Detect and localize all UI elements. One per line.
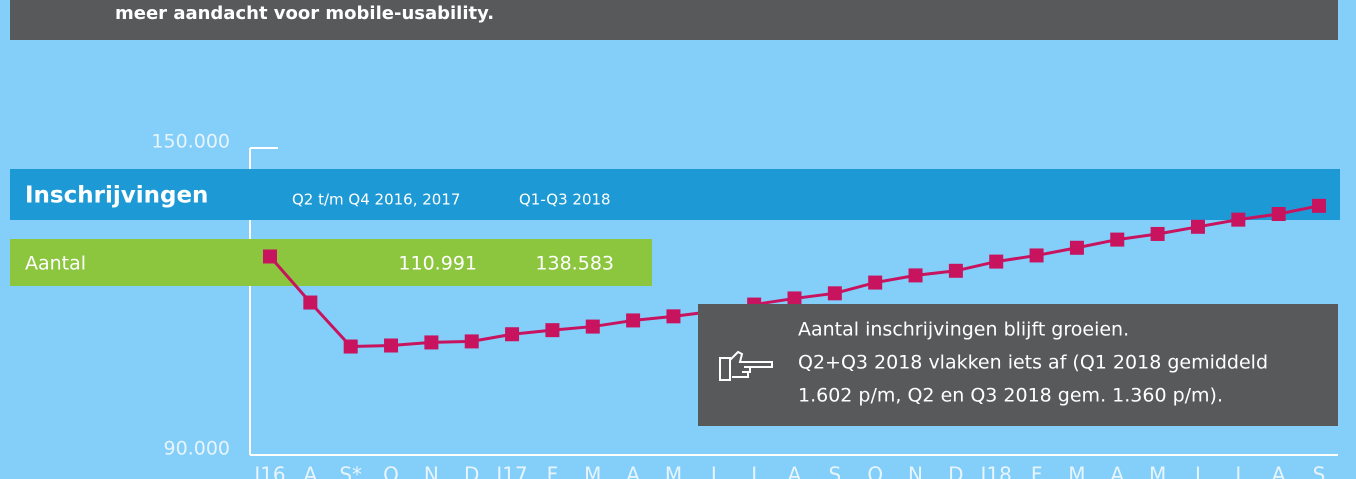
- marker: [787, 291, 802, 306]
- callout-line: Aantal inschrijvingen blijft groeien.: [798, 319, 1129, 341]
- summary-title: Inschrijvingen: [25, 183, 208, 209]
- banner: [10, 0, 1338, 40]
- x-tick-label: A: [304, 463, 318, 479]
- callout-line: Q2+Q3 2018 vlakken iets af (Q1 2018 gemi…: [798, 352, 1268, 374]
- marker: [464, 334, 479, 349]
- marker: [1069, 240, 1084, 255]
- marker: [989, 254, 1004, 269]
- marker: [626, 313, 641, 328]
- x-tick-label: M: [584, 463, 601, 479]
- summary-column: Q1-Q3 2018: [519, 191, 611, 209]
- x-tick-label: M: [665, 463, 682, 479]
- x-tick-label: O: [867, 463, 883, 479]
- marker: [505, 327, 520, 342]
- x-tick-label: J18: [979, 463, 1012, 479]
- x-tick-label: M: [1149, 463, 1166, 479]
- marker: [666, 309, 681, 324]
- marker: [384, 338, 399, 353]
- marker: [827, 286, 842, 301]
- x-tick-label: M: [1068, 463, 1085, 479]
- callout-line: 1.602 p/m, Q2 en Q3 2018 gem. 1.360 p/m)…: [798, 385, 1223, 407]
- x-tick-label: J: [749, 463, 757, 479]
- summary-row: [10, 239, 652, 286]
- marker: [1312, 198, 1326, 213]
- marker: [343, 339, 358, 354]
- marker: [908, 268, 923, 283]
- x-tick-label: S: [828, 463, 841, 479]
- row-value: 138.583: [535, 253, 614, 275]
- marker: [424, 335, 439, 350]
- x-tick-label: D: [948, 463, 963, 479]
- y-tick-label: 150.000: [151, 131, 230, 153]
- x-tick-label: J17: [494, 463, 527, 479]
- marker: [1029, 248, 1044, 263]
- x-tick-label: J: [709, 463, 717, 479]
- y-tick-label: 90.000: [164, 438, 230, 460]
- marker: [1231, 212, 1246, 227]
- marker: [1110, 232, 1125, 247]
- x-tick-label: A: [626, 463, 640, 479]
- x-tick-label: J: [1233, 463, 1241, 479]
- marker: [263, 249, 277, 264]
- x-tick-label: F: [1031, 463, 1043, 479]
- x-tick-label: N: [424, 463, 439, 479]
- x-tick-label: A: [1272, 463, 1286, 479]
- marker: [303, 295, 318, 310]
- row-label: Aantal: [25, 253, 86, 275]
- x-tick-label: A: [1110, 463, 1124, 479]
- x-tick-label: A: [788, 463, 802, 479]
- marker: [1190, 219, 1205, 234]
- x-tick-label: N: [908, 463, 923, 479]
- x-tick-label: J16: [252, 463, 285, 479]
- summary-header: [10, 169, 1340, 220]
- marker: [868, 275, 883, 290]
- hand-icon: [719, 350, 773, 381]
- marker: [1271, 207, 1286, 222]
- marker: [948, 263, 963, 278]
- x-tick-label: D: [464, 463, 479, 479]
- banner-text: meer aandacht voor mobile-usability.: [115, 3, 494, 24]
- x-tick-label: F: [547, 463, 559, 479]
- marker: [585, 319, 600, 334]
- plot: 90.000 150.000 J16 A S* O N D J17 F M A M J J A S O N D J18 F…: [151, 131, 1325, 479]
- marker: [1150, 226, 1165, 241]
- row-value: 110.991: [398, 253, 477, 275]
- x-tick-label: J: [1193, 463, 1201, 479]
- callout: [698, 304, 1338, 426]
- x-tick-label: S: [1313, 463, 1326, 479]
- marker: [545, 323, 560, 338]
- summary-column: Q2 t/m Q4 2016, 2017: [292, 191, 460, 209]
- x-tick-label: S*: [339, 463, 362, 479]
- x-tick-label: O: [383, 463, 399, 479]
